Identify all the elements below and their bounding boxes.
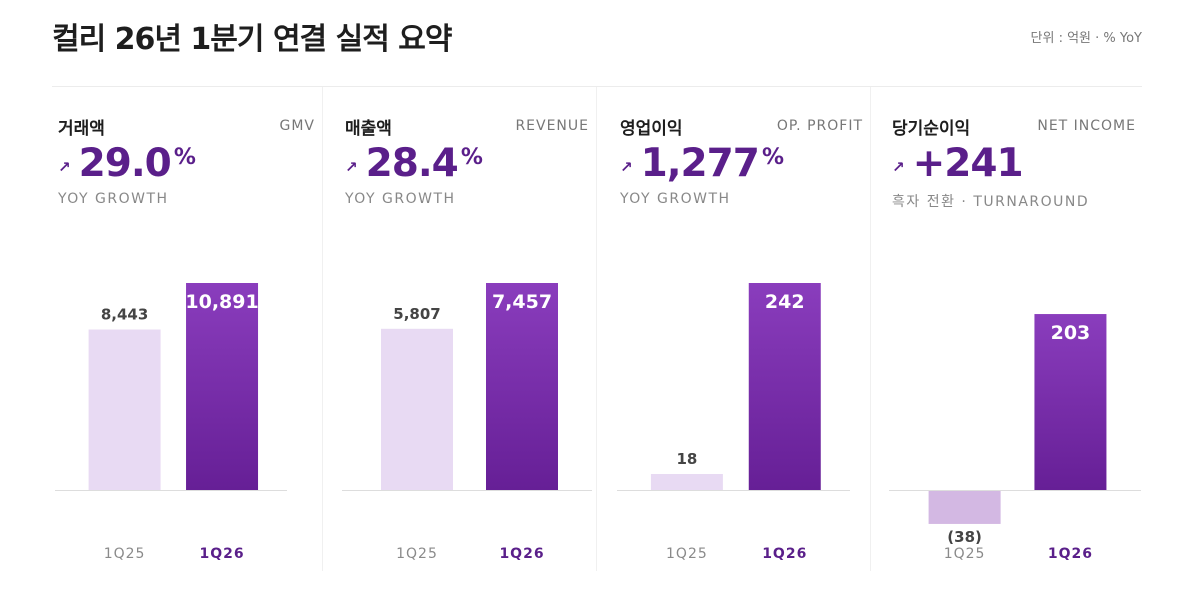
- trend-up-arrow-icon: ↗: [892, 158, 905, 176]
- bar-value-label: 8,443: [101, 306, 148, 324]
- growth-unit: %: [173, 145, 196, 170]
- metric-eng-label: GMV: [279, 118, 315, 134]
- bar-1q26: [1034, 314, 1107, 490]
- category-label: 1Q26: [499, 546, 544, 562]
- growth-caption: 흑자 전환 · TURNAROUND: [892, 194, 1090, 210]
- bar-chart: (38)1Q25 203 1Q26: [889, 314, 1141, 562]
- growth-value: 28.4: [365, 141, 459, 186]
- bar-1q25: [88, 329, 161, 490]
- category-label: 1Q26: [199, 546, 244, 562]
- bar-value-label: 203: [1051, 322, 1091, 344]
- trend-up-arrow-icon: ↗: [345, 158, 358, 176]
- metric-kor-label: 당기순이익: [892, 119, 971, 139]
- growth-headline: ↗ 28.4%: [345, 141, 483, 186]
- panel-divider: [322, 87, 323, 571]
- metric-eng-label: REVENUE: [515, 118, 589, 134]
- bar-1q26: [748, 283, 821, 490]
- growth-unit: %: [761, 145, 784, 170]
- trend-up-arrow-icon: ↗: [620, 158, 633, 176]
- bar-value-label: (38): [947, 528, 982, 546]
- metric-kor-label: 영업이익: [620, 119, 683, 139]
- metric-eng-label: OP. PROFIT: [776, 118, 863, 134]
- bar-1q25: [381, 328, 453, 490]
- bar-1q25: [928, 491, 1001, 524]
- bar-value-label: 18: [676, 450, 697, 468]
- category-label: 1Q25: [104, 546, 146, 562]
- kpi-panel: 매출액 REVENUE ↗ 28.4% YOY GROWTH 5,807 1Q25 7…: [342, 87, 597, 571]
- trend-up-arrow-icon: ↗: [58, 158, 71, 176]
- page-title: 컬리 26년 1분기 연결 실적 요약: [52, 22, 452, 57]
- growth-value: 1,277: [640, 141, 760, 186]
- category-label: 1Q26: [1048, 546, 1093, 562]
- category-label: 1Q25: [944, 546, 986, 562]
- metric-kor-label: 거래액: [58, 119, 105, 139]
- growth-caption: YOY GROWTH: [58, 191, 169, 207]
- growth-headline: ↗ 1,277%: [620, 141, 784, 186]
- bar-value-label: 242: [765, 291, 805, 313]
- panel-divider: [596, 87, 597, 571]
- growth-caption: YOY GROWTH: [345, 191, 456, 207]
- bar-1q26: [186, 283, 259, 490]
- top-divider: [52, 86, 1142, 87]
- growth-caption: YOY GROWTH: [620, 191, 731, 207]
- bar-value-label: 5,807: [393, 305, 440, 323]
- bar-value-label: 10,891: [185, 291, 258, 313]
- metric-eng-label: NET INCOME: [1037, 118, 1136, 134]
- bar-chart: 8,443 1Q25 10,891 1Q26: [55, 283, 287, 562]
- category-label: 1Q25: [396, 546, 438, 562]
- category-label: 1Q26: [762, 546, 807, 562]
- bar-1q26: [486, 283, 558, 490]
- growth-headline: ↗ 29.0%: [58, 141, 196, 186]
- growth-value: 29.0: [78, 141, 172, 186]
- unit-note: 단위 : 억원 · % YoY: [1030, 31, 1142, 46]
- growth-headline: ↗ +241: [892, 141, 1026, 186]
- bar-1q25: [650, 474, 723, 490]
- bar-chart: 5,807 1Q25 7,457 1Q26: [342, 283, 592, 562]
- growth-unit: %: [460, 145, 483, 170]
- metric-kor-label: 매출액: [345, 119, 392, 139]
- bar-value-label: 7,457: [492, 291, 552, 313]
- growth-value: +241: [912, 141, 1024, 186]
- kpi-panel: 영업이익 OP. PROFIT ↗ 1,277% YOY GROWTH 18 1Q2…: [617, 87, 871, 571]
- kpi-panel: 거래액 GMV ↗ 29.0% YOY GROWTH 8,443 1Q25 10,89…: [55, 87, 323, 571]
- category-label: 1Q25: [666, 546, 708, 562]
- panel-divider: [870, 87, 871, 571]
- bar-chart: 18 1Q25 242 1Q26: [617, 283, 850, 562]
- kpi-panel: 당기순이익 NET INCOME ↗ +241 흑자 전환 · TURNAROUN…: [889, 87, 1144, 571]
